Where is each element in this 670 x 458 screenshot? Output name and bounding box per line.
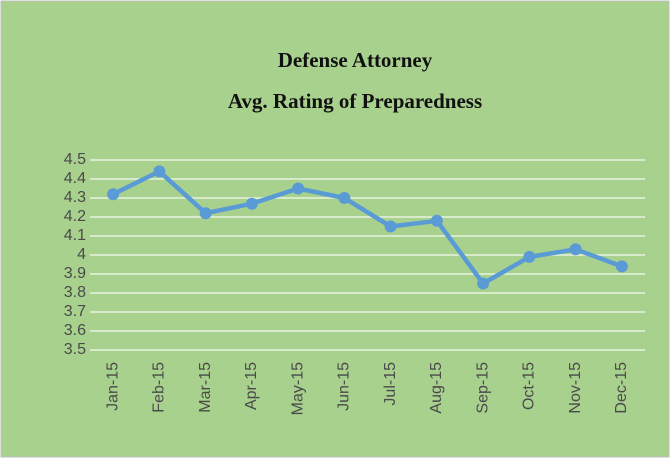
x-tick-label: May-15 [289, 362, 306, 415]
y-tick-label: 3.5 [64, 341, 86, 358]
y-tick-label: 4.3 [64, 189, 86, 206]
x-tick-label: Nov-15 [567, 362, 584, 414]
marker [384, 220, 397, 233]
y-tick-label: 4.2 [64, 208, 86, 225]
y-tick-label: 3.9 [64, 265, 86, 282]
line [112, 169, 623, 286]
x-tick-label: Dec-15 [613, 362, 630, 414]
chart-subtitle: Avg. Rating of Preparedness [228, 89, 482, 113]
x-tick-label: Sep-15 [474, 362, 491, 414]
y-tick-label: 4.4 [64, 170, 86, 187]
x-tick-label: Jun-15 [336, 362, 353, 411]
x-tick-label: Oct-15 [521, 362, 538, 410]
y-tick-label: 3.8 [64, 284, 86, 301]
marker [569, 243, 582, 256]
marker [430, 214, 443, 227]
marker [153, 165, 166, 178]
marker [199, 207, 212, 220]
y-tick-label: 4.1 [64, 227, 86, 244]
x-tick-label: Jan-15 [104, 362, 121, 411]
marker [615, 260, 628, 273]
x-tick-label: Jul-15 [382, 362, 399, 406]
y-tick-label: 4.5 [64, 151, 86, 168]
marker [523, 250, 536, 263]
x-tick-label: Apr-15 [243, 362, 260, 410]
chart-title: Defense Attorney [278, 48, 433, 72]
marker [245, 197, 258, 210]
x-tick-label: Feb-15 [151, 362, 168, 413]
marker [338, 192, 351, 204]
marker [292, 182, 305, 195]
x-tick-label: Aug-15 [428, 362, 445, 414]
x-tick-label: Mar-15 [197, 362, 214, 413]
y-tick-label: 3.6 [64, 322, 86, 339]
y-tick-label: 3.7 [64, 303, 86, 320]
y-tick-label: 4 [77, 246, 86, 263]
marker [107, 188, 120, 201]
marker [477, 277, 490, 290]
